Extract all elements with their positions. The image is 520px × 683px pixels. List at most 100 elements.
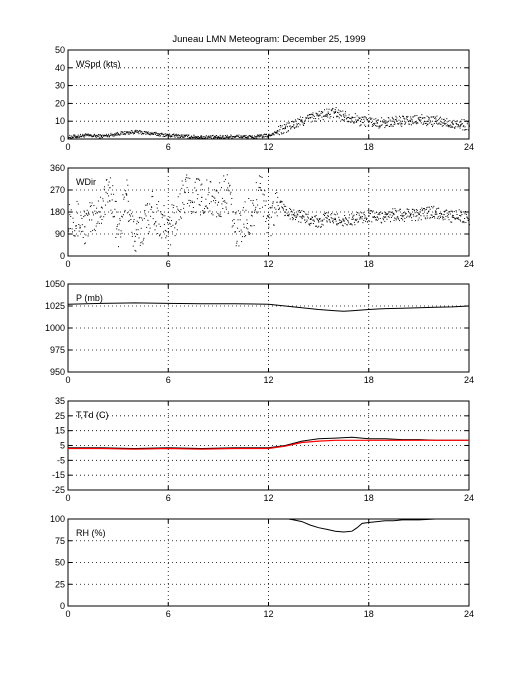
data-point [378, 127, 380, 129]
data-point [319, 218, 321, 220]
data-point [356, 121, 358, 123]
data-point [296, 213, 298, 215]
data-point [407, 121, 409, 123]
data-point [306, 221, 308, 223]
data-point [162, 215, 164, 217]
data-point [359, 120, 362, 122]
data-point [90, 134, 92, 135]
data-point [295, 126, 297, 128]
data-point [254, 210, 256, 212]
data-point [324, 109, 325, 111]
data-point [101, 219, 103, 220]
data-point [161, 237, 163, 239]
data-point [95, 135, 97, 137]
data-point [259, 183, 261, 184]
data-point [113, 193, 115, 195]
data-point [268, 134, 270, 137]
data-point [425, 209, 427, 210]
data-point [185, 180, 187, 182]
data-point [209, 135, 211, 137]
data-point [419, 117, 421, 118]
data-point [372, 124, 374, 126]
data-point [370, 122, 372, 123]
data-point [197, 137, 199, 139]
data-point [460, 220, 462, 222]
data-point [157, 134, 159, 136]
y-tick-label: 30 [55, 81, 65, 91]
data-point [212, 195, 214, 197]
data-point [368, 209, 370, 211]
data-point [269, 206, 271, 208]
data-point [318, 115, 320, 117]
data-point [420, 119, 422, 121]
data-point [222, 208, 224, 209]
data-point [374, 215, 375, 217]
data-point [435, 116, 437, 118]
data-point [386, 218, 388, 220]
data-point [310, 113, 312, 115]
data-point [354, 113, 356, 115]
data-point [419, 120, 420, 122]
data-point [432, 216, 434, 217]
data-point [159, 226, 161, 227]
data-point [247, 228, 249, 230]
data-point [84, 243, 86, 245]
data-point [261, 189, 263, 191]
data-point [378, 212, 380, 214]
data-point [462, 211, 464, 213]
data-point [246, 136, 248, 138]
data-point [103, 216, 105, 218]
data-point [175, 134, 177, 136]
data-point [339, 220, 341, 222]
data-point [445, 215, 447, 217]
data-point [401, 213, 403, 215]
data-point [83, 216, 85, 218]
data-point [410, 213, 412, 216]
data-point [89, 219, 90, 221]
data-point [368, 215, 370, 217]
data-point [349, 117, 350, 119]
data-point [311, 113, 313, 115]
data-point [313, 219, 315, 221]
data-point [365, 126, 367, 127]
x-tick-label: 0 [65, 142, 70, 152]
x-tick-label: 18 [364, 375, 374, 385]
data-point [150, 215, 152, 217]
data-point [287, 126, 288, 128]
data-point [325, 114, 327, 116]
data-point [232, 225, 234, 227]
data-point [407, 115, 409, 117]
data-point [376, 216, 378, 218]
data-point [316, 218, 318, 220]
data-point [176, 135, 178, 136]
data-point [164, 133, 166, 135]
data-point [236, 240, 238, 242]
data-point [193, 201, 195, 203]
data-point [333, 213, 335, 215]
data-point [69, 228, 71, 229]
data-point [223, 180, 225, 182]
data-point [431, 206, 433, 208]
data-point [196, 137, 197, 139]
data-point [272, 132, 274, 134]
data-point [432, 124, 434, 126]
data-point [83, 135, 85, 137]
data-point [314, 216, 316, 218]
data-point [354, 117, 356, 118]
data-point [193, 211, 195, 213]
data-point [448, 125, 450, 127]
data-point [279, 134, 280, 136]
data-point [284, 211, 286, 213]
data-point [144, 131, 146, 132]
y-tick-label: -5 [57, 455, 65, 465]
data-point [191, 212, 193, 214]
data-point [116, 226, 118, 227]
data-point [332, 220, 334, 222]
data-point [121, 133, 123, 135]
data-point [390, 123, 392, 125]
data-point [208, 187, 210, 189]
data-point [306, 219, 308, 221]
data-point [160, 133, 162, 134]
data-point [304, 120, 306, 122]
data-point [180, 137, 181, 138]
